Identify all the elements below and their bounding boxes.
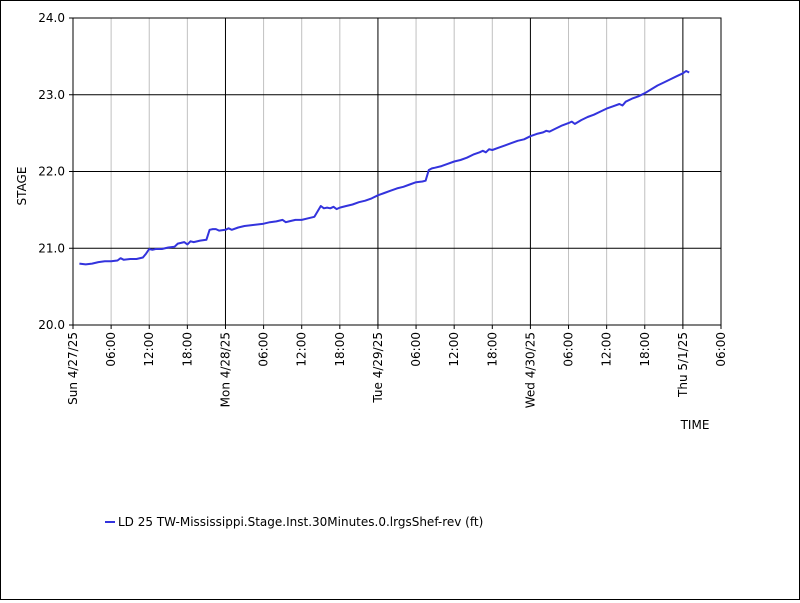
x-tick-label: 18:00 bbox=[638, 332, 652, 367]
tick-labels: 20.0 21.0 22.0 23.0 24.0 Sun 4/27/25 06:00 12:0… bbox=[38, 11, 728, 408]
x-tick-label: Mon 4/28/25 bbox=[218, 332, 232, 407]
legend: LD 25 TW-Mississippi.Stage.Inst.30Minute… bbox=[105, 515, 483, 529]
y-tick-label: 21.0 bbox=[38, 241, 65, 255]
x-tick-label: 06:00 bbox=[562, 332, 576, 367]
series-lines bbox=[79, 70, 690, 266]
x-tick-label: 06:00 bbox=[409, 332, 423, 367]
stage-series-line bbox=[79, 70, 690, 266]
x-tick-label: 18:00 bbox=[180, 332, 194, 367]
x-tick-label: Tue 4/29/25 bbox=[371, 332, 385, 404]
x-tick-label: 06:00 bbox=[714, 332, 728, 367]
x-tick-label: Sun 4/27/25 bbox=[66, 332, 80, 405]
x-tick-label: 18:00 bbox=[485, 332, 499, 367]
grid-lines bbox=[73, 18, 721, 325]
y-tick-label: 23.0 bbox=[38, 88, 65, 102]
x-tick-label: 06:00 bbox=[104, 332, 118, 367]
legend-label: LD 25 TW-Mississippi.Stage.Inst.30Minute… bbox=[118, 515, 484, 529]
x-tick-label: Thu 5/1/25 bbox=[676, 332, 690, 398]
x-tick-label: 12:00 bbox=[600, 332, 614, 367]
x-tick-label: 06:00 bbox=[257, 332, 271, 367]
x-tick-label: 12:00 bbox=[142, 332, 156, 367]
x-tick-label: 18:00 bbox=[333, 332, 347, 367]
x-tick-label: Wed 4/30/25 bbox=[523, 332, 537, 408]
y-tick-label: 24.0 bbox=[38, 11, 65, 25]
x-tick-label: 12:00 bbox=[295, 332, 309, 367]
legend-swatch bbox=[105, 521, 115, 523]
y-tick-label: 22.0 bbox=[38, 165, 65, 179]
y-axis-label: STAGE bbox=[15, 167, 29, 206]
y-tick-label: 20.0 bbox=[38, 318, 65, 332]
axes bbox=[69, 17, 722, 329]
x-tick-label: 12:00 bbox=[447, 332, 461, 367]
x-axis-label: TIME bbox=[680, 418, 710, 432]
